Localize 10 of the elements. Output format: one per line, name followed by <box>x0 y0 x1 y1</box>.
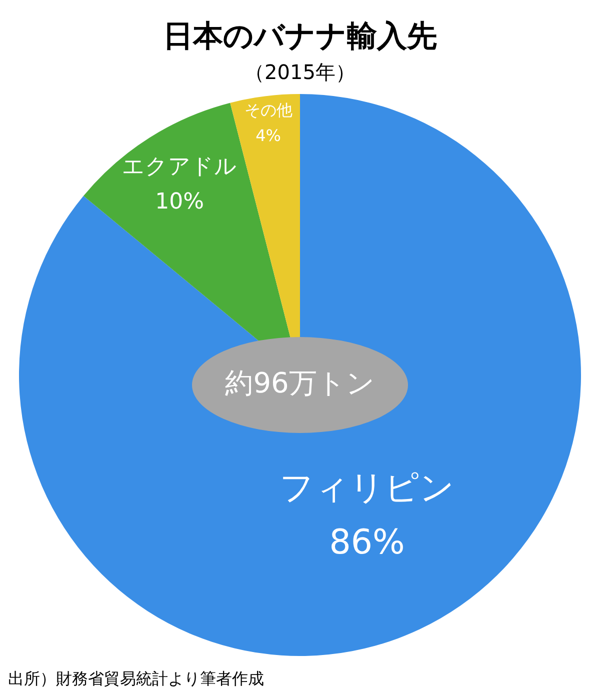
text: 出所）財務省貿易統計より筆者作成 <box>8 669 264 688</box>
text: 約96万トン <box>225 366 375 400</box>
slice-label: その他 <box>244 100 292 120</box>
data-label: 10% <box>155 190 204 215</box>
chart-subtitle: （2015年） <box>244 60 356 84</box>
slice-label: エクアドル <box>122 154 238 180</box>
chart-title: 日本のバナナ輸入先 <box>163 18 437 54</box>
data-label: 4% <box>256 126 281 146</box>
slice-label: フィリピン <box>280 468 454 508</box>
data-label: 86% <box>329 522 405 562</box>
